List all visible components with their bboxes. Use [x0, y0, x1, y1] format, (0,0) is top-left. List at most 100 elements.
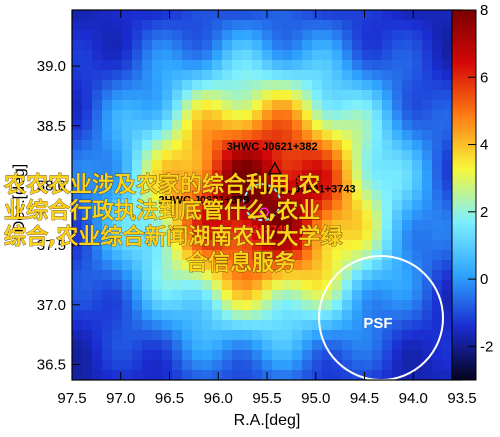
heatmap-cell [302, 170, 313, 181]
heatmap-cell [292, 110, 303, 121]
heatmap-cell [372, 110, 383, 121]
heatmap-cell [322, 320, 333, 331]
heatmap-cell [102, 120, 113, 131]
heatmap-cell [182, 30, 193, 41]
heatmap-cell [352, 40, 363, 51]
heatmap-cell [92, 150, 103, 161]
heatmap-cell [92, 90, 103, 101]
heatmap-cell [402, 180, 413, 191]
heatmap-cell [102, 240, 113, 251]
heatmap-cell [262, 220, 273, 231]
heatmap-cell [322, 290, 333, 301]
heatmap-cell [172, 300, 183, 311]
heatmap-cell [352, 300, 363, 311]
heatmap-cell [312, 160, 323, 171]
heatmap-cell [192, 220, 203, 231]
heatmap-cell [92, 50, 103, 61]
heatmap-cell [332, 160, 343, 171]
heatmap-cell [72, 30, 83, 41]
heatmap-cell [162, 70, 173, 81]
heatmap-cell [262, 40, 273, 51]
heatmap-cell [312, 20, 323, 31]
heatmap-cell [222, 170, 233, 181]
heatmap-cell [402, 260, 413, 271]
heatmap-cell [312, 140, 323, 151]
heatmap-cell [212, 40, 223, 51]
heatmap-cell [442, 250, 453, 261]
y-tick-label: 37.0 [37, 297, 66, 314]
heatmap-cell [432, 290, 443, 301]
heatmap-cell [182, 170, 193, 181]
heatmap-cell [402, 160, 413, 171]
heatmap-cell [262, 330, 273, 341]
heatmap-cell [192, 240, 203, 251]
heatmap-cell [382, 170, 393, 181]
heatmap-cell [162, 120, 173, 131]
heatmap-cell [362, 30, 373, 41]
heatmap-cell [252, 290, 263, 301]
heatmap-cell [102, 90, 113, 101]
heatmap-cell [132, 310, 143, 321]
heatmap-cell [182, 330, 193, 341]
heatmap-cell [132, 230, 143, 241]
heatmap-cell [312, 110, 323, 121]
heatmap-cell [432, 330, 443, 341]
heatmap-cell [112, 10, 123, 21]
heatmap-cell [282, 150, 293, 161]
heatmap-cell [332, 370, 343, 380]
heatmap-cell [152, 120, 163, 131]
heatmap-cell [112, 130, 123, 141]
heatmap-cell [82, 80, 93, 91]
heatmap-cell [392, 270, 403, 281]
heatmap-cell [92, 350, 103, 361]
heatmap-cell [202, 370, 213, 380]
heatmap-cell [282, 230, 293, 241]
heatmap-cell [322, 40, 333, 51]
heatmap-cell [82, 60, 93, 71]
heatmap-cell [132, 160, 143, 171]
heatmap-cell [382, 60, 393, 71]
heatmap-cell [302, 220, 313, 231]
heatmap-cell [172, 90, 183, 101]
heatmap-cell [262, 230, 273, 241]
heatmap-cell [142, 40, 153, 51]
heatmap-cell [322, 120, 333, 131]
heatmap-cell [402, 80, 413, 91]
heatmap-cell [82, 40, 93, 51]
heatmap-cell [272, 50, 283, 61]
heatmap-cell [282, 170, 293, 181]
heatmap-cell [292, 270, 303, 281]
heatmap-cell [432, 100, 443, 111]
heatmap-cell [232, 150, 243, 161]
heatmap-cell [212, 330, 223, 341]
heatmap-cell [302, 260, 313, 271]
heatmap-cell [192, 310, 203, 321]
source-label: 4FGL J0621+3743 [263, 184, 355, 196]
heatmap-cell [122, 170, 133, 181]
heatmap-cell [312, 240, 323, 251]
heatmap-cell [382, 50, 393, 61]
heatmap-cell [282, 290, 293, 301]
heatmap-cell [242, 190, 253, 201]
heatmap-cell [332, 340, 343, 351]
heatmap-cell [252, 370, 263, 380]
heatmap-cell [252, 20, 263, 31]
heatmap-cell [422, 50, 433, 61]
heatmap-cell [142, 70, 153, 81]
heatmap-cell [162, 310, 173, 321]
heatmap-cell [382, 290, 393, 301]
heatmap-cell [262, 270, 273, 281]
heatmap-cell [352, 20, 363, 31]
heatmap-cell [172, 250, 183, 261]
heatmap-cell [332, 80, 343, 91]
heatmap-cell [312, 80, 323, 91]
heatmap-cell [252, 120, 263, 131]
heatmap-cell [432, 370, 443, 380]
heatmap-cell [192, 180, 203, 191]
heatmap-cell [122, 20, 133, 31]
heatmap-cell [242, 220, 253, 231]
heatmap-cell [182, 40, 193, 51]
heatmap-cell [292, 170, 303, 181]
heatmap-cell [162, 80, 173, 91]
heatmap-cell [372, 70, 383, 81]
